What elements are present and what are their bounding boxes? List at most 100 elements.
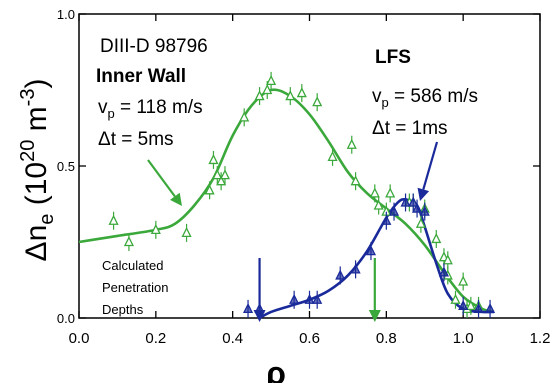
y-tick-label: 0.5 (57, 159, 75, 174)
triangle-marker (412, 202, 423, 213)
triangle-marker (219, 169, 231, 180)
penetration-label-line: Calculated (102, 258, 163, 273)
triangle-marker (408, 196, 419, 207)
y-axis-label: Δne (1020 m-3) (17, 79, 58, 262)
triangle-marker (458, 275, 469, 286)
inner-wall-data-point (450, 290, 461, 309)
triangle-marker (242, 302, 254, 314)
triangle-marker (208, 153, 219, 165)
lfs-data-point (412, 199, 423, 218)
inner-wall-data-point (216, 172, 227, 191)
inner-wall-data-point (212, 166, 223, 185)
triangle-marker (212, 169, 223, 180)
triangle-marker (289, 293, 300, 304)
lfs-pointer-arrow (417, 141, 439, 201)
triangle-marker (350, 175, 361, 186)
lfs-data-point (335, 266, 346, 285)
triangle-marker (388, 205, 400, 216)
shot-label: DIII-D 98796 (100, 36, 208, 57)
inner-wall-data-point (373, 196, 384, 215)
triangle-marker (327, 150, 338, 162)
inner-wall-data-point (350, 172, 361, 191)
arrow-shaft (147, 159, 176, 198)
lfs-title: LFS (375, 47, 411, 68)
triangle-marker (254, 90, 265, 101)
arrow-head (368, 310, 381, 322)
inner-wall-data-point (458, 272, 469, 291)
inner-wall-data-point (219, 166, 231, 185)
triangle-marker (285, 90, 296, 101)
triangle-marker (181, 226, 192, 238)
inner-wall-data-point (415, 214, 426, 233)
inner-wall-data-point (312, 93, 323, 112)
inner-wall-data-point (266, 71, 277, 90)
triangle-marker (216, 175, 227, 186)
inner-wall-pointer-arrow (147, 159, 182, 206)
y-tick-label: 1.0 (57, 7, 75, 22)
inner-wall-data-point (285, 87, 296, 106)
lfs-data-point (473, 299, 484, 318)
x-tick-label: 1.2 (530, 330, 551, 347)
triangle-marker (262, 84, 273, 95)
inner-wall-data-point (465, 296, 476, 315)
lfs-data-point (365, 242, 377, 261)
triangle-marker (335, 269, 346, 280)
triangle-marker (415, 217, 426, 228)
lfs-data-point (289, 290, 300, 309)
inner-wall-data-point (254, 87, 265, 106)
x-tick-label: 0.6 (299, 330, 320, 347)
x-axis-label: ρ (266, 355, 286, 383)
triangle-marker (304, 293, 315, 304)
inner-wall-data-point (239, 108, 250, 127)
triangle-marker (465, 299, 476, 310)
triangle-marker (108, 214, 119, 225)
triangle-marker (419, 205, 430, 216)
lfs-velocity: vp = 586 m/s (372, 86, 478, 110)
arrow-head (417, 187, 430, 201)
triangle-marker (385, 187, 396, 198)
triangle-marker (485, 302, 496, 314)
x-tick-label: 0.2 (145, 330, 166, 347)
triangle-marker (350, 263, 361, 274)
triangle-marker (150, 223, 161, 234)
annotations: DIII-D 98796 Inner Wall vp = 118 m/s Δt = 5… (96, 36, 478, 322)
lfs-data-point (438, 263, 450, 282)
data-points (108, 71, 496, 318)
lfs-dt: Δt = 1ms (372, 118, 448, 139)
triangle-marker (431, 233, 442, 244)
triangle-marker (312, 96, 323, 107)
triangle-marker (400, 196, 411, 207)
arrow-shaft (422, 141, 439, 190)
inner-wall-velocity: vp = 118 m/s (98, 97, 203, 121)
x-tick-label: 0.4 (222, 330, 243, 347)
inner-wall-dt: Δt = 5ms (98, 129, 174, 150)
inner-wall-data-point (369, 184, 380, 203)
triangle-marker (458, 299, 469, 310)
inner-wall-data-point (108, 211, 119, 230)
lfs-fit-curve (258, 197, 494, 320)
triangle-marker (473, 302, 484, 314)
lfs-data-point (419, 202, 430, 221)
arrow-head (253, 310, 266, 322)
triangle-marker (266, 74, 277, 86)
lfs-data-point (350, 260, 361, 279)
triangle-marker (312, 293, 323, 304)
triangle-marker (381, 214, 392, 225)
inner-wall-data-point (442, 251, 453, 270)
lfs-data-point (304, 290, 315, 309)
triangle-marker (450, 293, 461, 304)
triangle-marker (438, 266, 450, 277)
arrow-head (170, 192, 182, 206)
inner-wall-data-point (385, 184, 396, 203)
x-tick-label: 0.8 (376, 330, 397, 347)
inner-wall-penetration-arrow (368, 258, 381, 322)
inner-wall-data-point (296, 84, 307, 103)
x-tick-label: 1.0 (453, 330, 474, 347)
inner-wall-data-point (123, 233, 134, 251)
inner-wall-data-point (327, 147, 338, 166)
penetration-label-line: Penetration (102, 280, 169, 295)
triangle-marker (365, 245, 377, 256)
inner-wall-data-point (204, 181, 215, 200)
triangle-marker (369, 187, 380, 198)
